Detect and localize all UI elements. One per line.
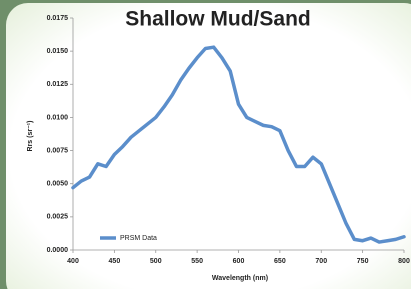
x-tick-label: 400 [67,258,79,265]
y-tick-label: 0.0075 [47,147,69,154]
y-tick-label: 0.0000 [47,247,69,254]
y-tick-label: 0.0150 [47,48,69,55]
x-tick-label: 750 [357,258,369,265]
x-tick-label: 550 [191,258,203,265]
y-tick-label: 0.0175 [47,15,69,22]
x-tick-label: 500 [150,258,162,265]
x-tick-label: 650 [274,258,286,265]
x-tick-label: 800 [398,258,410,265]
chart-title: Shallow Mud/Sand [125,8,311,31]
y-tick-label: 0.0125 [47,81,69,88]
y-axis-label: Rrs (sr⁻¹) [27,121,34,152]
y-tick-label: 0.0050 [47,181,69,188]
x-tick-label: 600 [233,258,245,265]
x-axis-label: Wavelength (nm) [212,275,268,282]
y-tick-label: 0.0025 [47,214,69,221]
chart: Shallow Mud/Sand Wavelength (nm) Rrs (sr… [0,0,411,289]
x-tick-label: 700 [315,258,327,265]
y-tick-label: 0.0100 [47,114,69,121]
legend-label: PRSM Data [120,235,157,242]
x-tick-label: 450 [109,258,121,265]
